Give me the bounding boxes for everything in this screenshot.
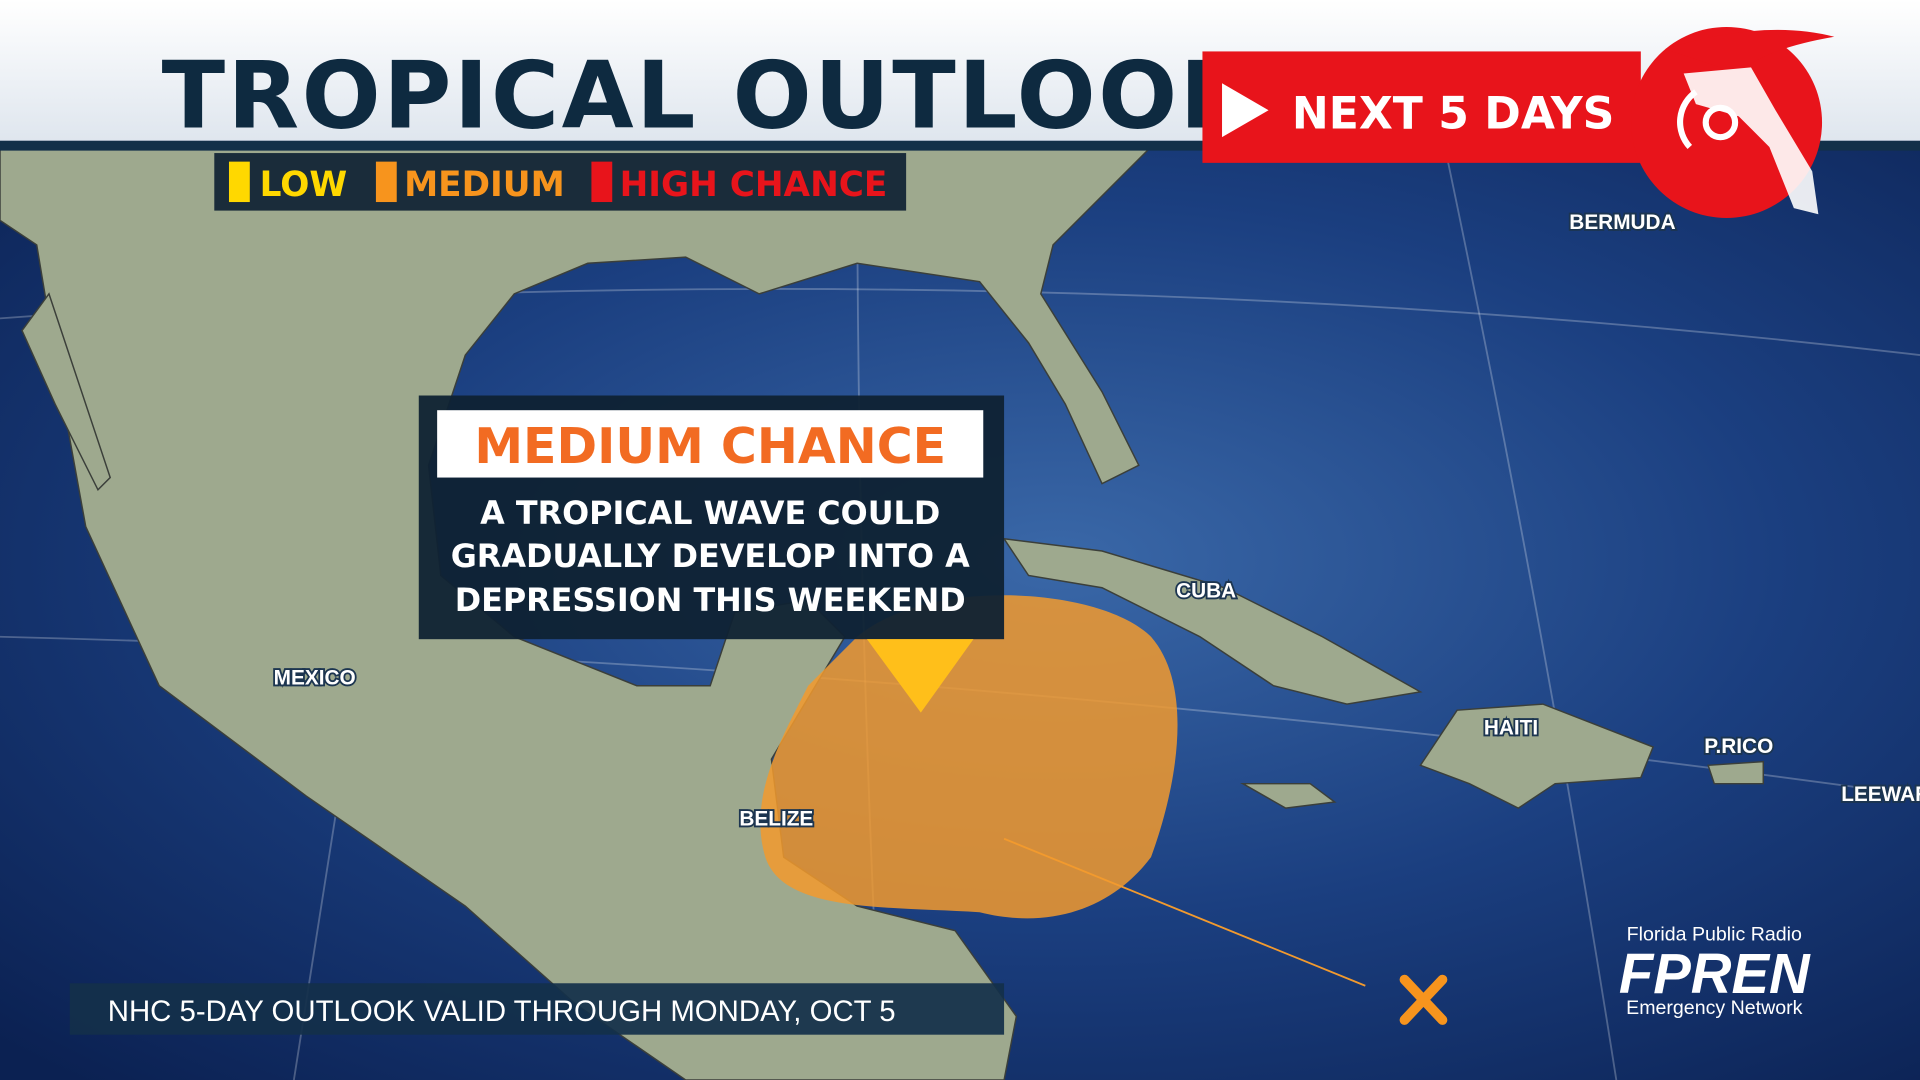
map: BERMUDA CUBA MEXICO BELIZE HAITI P.RICO … — [0, 134, 1920, 1080]
callout: MEDIUM CHANCE A TROPICAL WAVE COULD GRAD… — [418, 395, 1005, 713]
map-label: P.RICO — [1704, 735, 1773, 758]
map-label: LEEWAR — [1841, 783, 1920, 806]
footer-text: NHC 5-DAY OUTLOOK VALID THROUGH MONDAY, … — [108, 995, 896, 1028]
footer-bar — [69, 983, 1005, 1035]
legend-swatch — [375, 161, 397, 203]
map-label: BERMUDA — [1569, 211, 1675, 234]
callout-line: DEPRESSION THIS WEEKEND — [455, 581, 966, 619]
logo-top: Florida Public Radio — [1627, 923, 1802, 945]
title: TROPICAL OUTLOOK — [162, 41, 1255, 149]
legend-box — [214, 153, 907, 211]
map-label: HAITI — [1484, 717, 1538, 740]
logo-name: FPREN — [1619, 942, 1811, 1005]
play-icon — [1222, 83, 1269, 138]
land — [0, 146, 1764, 1080]
callout-heading-box — [437, 410, 984, 478]
callout-pointer — [866, 639, 974, 713]
legend: LOW MEDIUM HIGH CHANCE — [214, 153, 907, 211]
header: TROPICAL OUTLOOK NEXT 5 DAYS — [0, 0, 1920, 218]
callout-line: A TROPICAL WAVE COULD — [480, 494, 940, 532]
footer: NHC 5-DAY OUTLOOK VALID THROUGH MONDAY, … — [69, 983, 1005, 1035]
station-logo — [1631, 26, 1835, 218]
header-rule — [0, 140, 1920, 151]
callout-heading: MEDIUM CHANCE — [474, 418, 946, 475]
fpren-logo: Florida Public Radio FPREN Emergency Net… — [1619, 923, 1811, 1018]
legend-item: LOW — [260, 165, 348, 205]
map-label: CUBA — [1176, 580, 1236, 603]
outlook-area — [760, 595, 1178, 919]
legend-item: HIGH CHANCE — [620, 165, 888, 205]
logo-bottom: Emergency Network — [1626, 997, 1802, 1019]
legend-item: MEDIUM — [404, 165, 565, 205]
disturbance-marker — [1399, 974, 1448, 1025]
map-label: BELIZE — [739, 807, 813, 830]
track-line — [1003, 837, 1366, 987]
badge-text: NEXT 5 DAYS — [1292, 89, 1615, 140]
map-label: MEXICO — [274, 666, 356, 689]
badge — [1202, 51, 1641, 163]
callout-line: GRADUALLY DEVELOP INTO A — [451, 537, 970, 575]
legend-swatch — [591, 161, 613, 203]
legend-swatch — [228, 161, 250, 203]
